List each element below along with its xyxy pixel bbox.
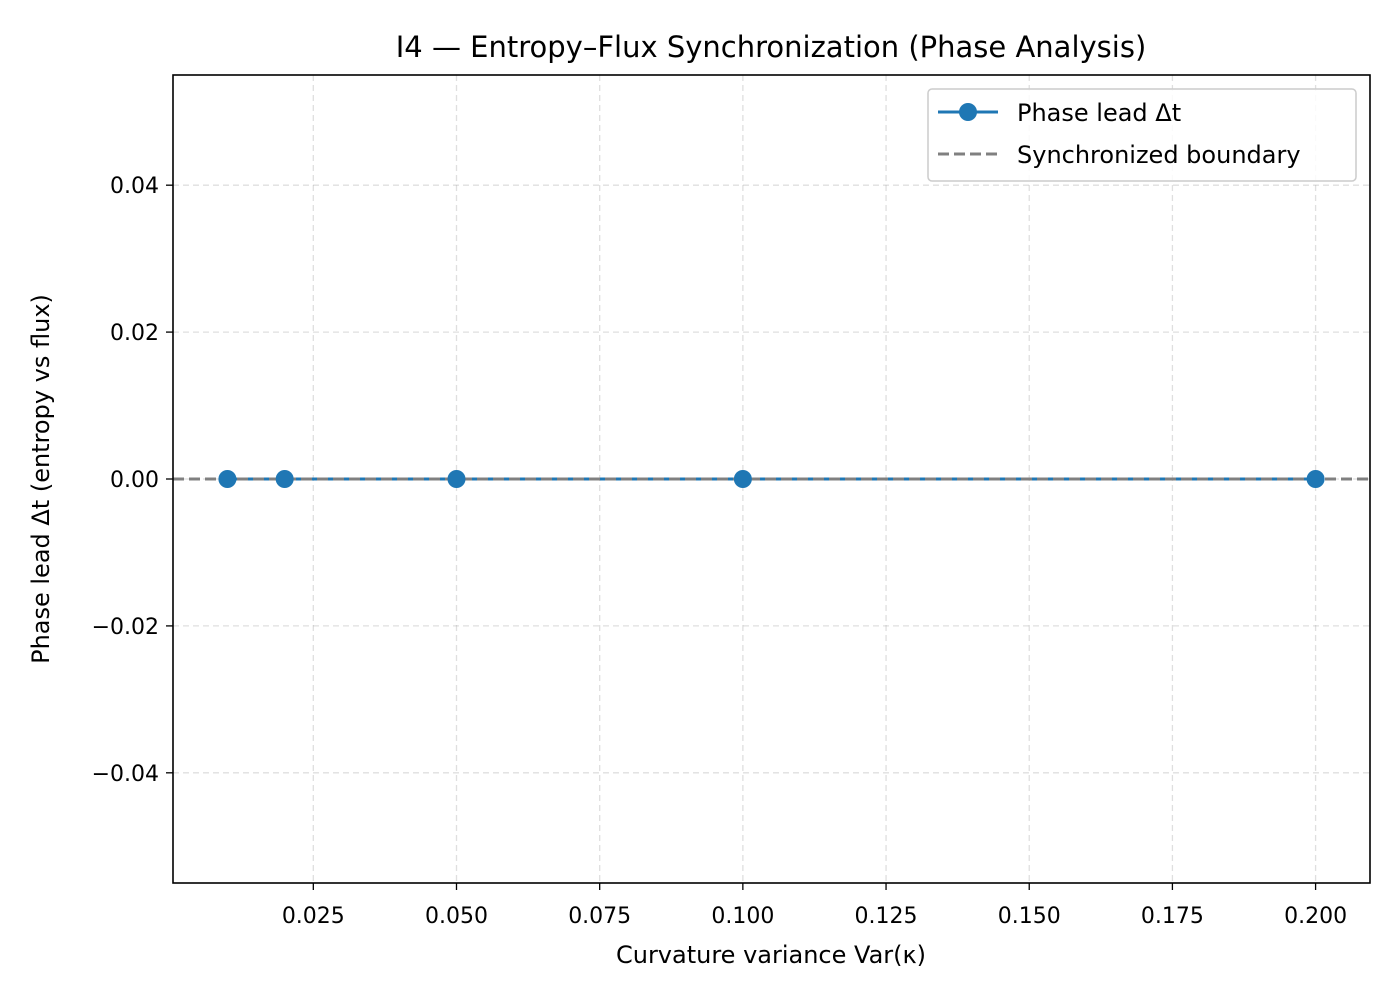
legend-reference-label: Synchronized boundary: [1017, 141, 1301, 169]
x-tick-label: 0.125: [855, 904, 918, 929]
y-axis-label: Phase lead Δt (entropy vs flux): [27, 294, 55, 664]
y-tick-label: 0.02: [110, 321, 159, 346]
legend: Phase lead Δt Synchronized boundary: [927, 88, 1357, 182]
legend-series-label: Phase lead Δt: [1017, 99, 1181, 127]
x-axis-label: Curvature variance Var(κ): [616, 941, 926, 969]
data-point: [275, 470, 294, 488]
x-axis: 0.025 0.050 0.075 0.100 0.125 0.150 0.175 0.200: [282, 883, 1347, 929]
data-point: [218, 470, 237, 488]
legend-box: [927, 88, 1357, 182]
legend-series-marker: [959, 103, 977, 121]
x-tick-label: 0.050: [425, 904, 488, 929]
plot-area: [173, 470, 1370, 488]
y-tick-label: −0.02: [92, 615, 159, 640]
x-tick-label: 0.150: [998, 904, 1061, 929]
data-point: [1306, 470, 1325, 488]
y-tick-label: 0.00: [110, 468, 159, 493]
data-point: [733, 470, 752, 488]
chart-title: I4 — Entropy–Flux Synchronization (Phase…: [396, 30, 1147, 64]
x-tick-label: 0.175: [1141, 904, 1204, 929]
x-tick-label: 0.075: [568, 904, 631, 929]
x-tick-label: 0.025: [282, 904, 345, 929]
y-tick-label: −0.04: [92, 762, 159, 787]
y-axis: −0.04 −0.02 0.00 0.02 0.04: [92, 174, 173, 787]
y-tick-label: 0.04: [110, 174, 159, 199]
x-tick-label: 0.100: [711, 904, 774, 929]
x-tick-label: 0.200: [1284, 904, 1347, 929]
data-point: [447, 470, 466, 488]
